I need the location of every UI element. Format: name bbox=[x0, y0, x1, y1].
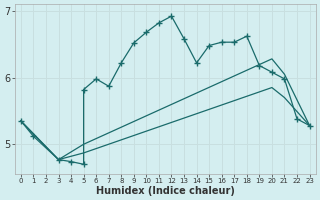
X-axis label: Humidex (Indice chaleur): Humidex (Indice chaleur) bbox=[96, 186, 235, 196]
